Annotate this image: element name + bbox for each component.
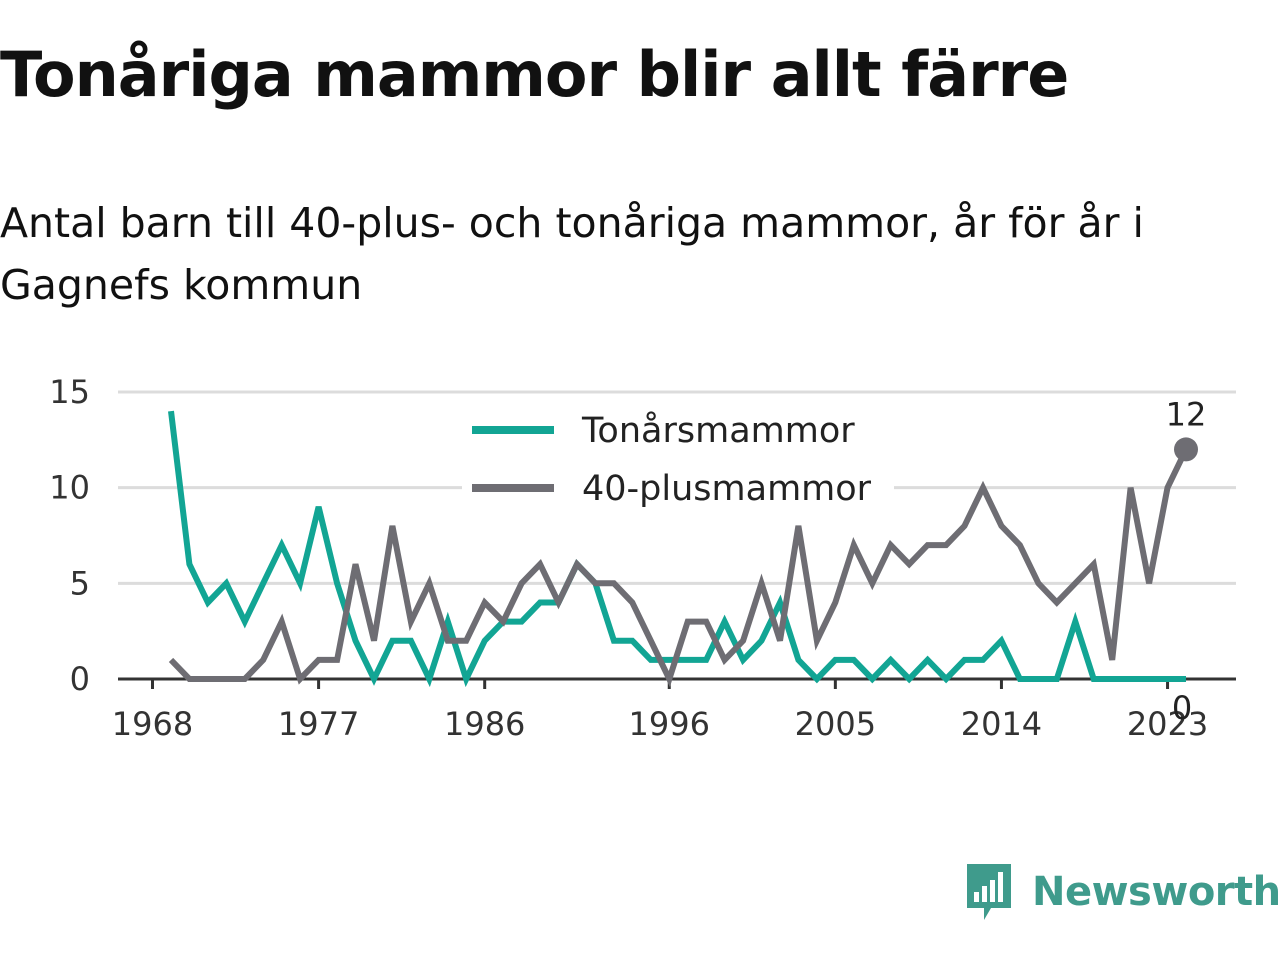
brand-logo: Newsworthy — [964, 862, 1280, 922]
legend: Tonårsmammor 40-plusmammor — [462, 404, 894, 512]
chart-title: Tonåriga mammor blir allt färre — [0, 38, 1069, 111]
x-tick-label: 1996 — [629, 705, 710, 743]
x-tick-label: 2005 — [795, 705, 876, 743]
series-line-40-plusmammor — [168, 448, 1189, 688]
legend-label: Tonårsmammor — [581, 410, 855, 451]
legend-label: 40-plusmammor — [582, 469, 872, 509]
brand-name: Newsworthy — [1032, 869, 1280, 915]
x-tick-label: 1968 — [112, 705, 193, 743]
chart-subtitle: Antal barn till 40-plus- och tonåriga ma… — [0, 199, 1144, 309]
x-axis: 1968 1977 1986 1996 2005 2014 2023 — [112, 677, 1236, 743]
end-labels: 0 12 — [1166, 395, 1207, 727]
y-tick-label: 10 — [49, 469, 90, 507]
newsworthy-logo-icon — [967, 864, 1011, 920]
y-axis-ticks: 0 5 10 15 — [49, 373, 90, 698]
end-value-label: 12 — [1166, 395, 1207, 433]
series-lines — [168, 410, 1189, 688]
x-tick-label: 1977 — [278, 705, 359, 743]
legend-background — [462, 404, 894, 512]
x-tick-label: 1986 — [444, 705, 525, 743]
y-tick-label: 0 — [70, 660, 90, 698]
y-tick-label: 5 — [70, 564, 90, 602]
end-point-marker — [1174, 437, 1198, 462]
x-tick-label: 2014 — [961, 705, 1042, 743]
x-tick-label: 2023 — [1127, 705, 1208, 743]
end-value-label: 0 — [1172, 689, 1192, 727]
y-tick-label: 15 — [49, 373, 90, 411]
